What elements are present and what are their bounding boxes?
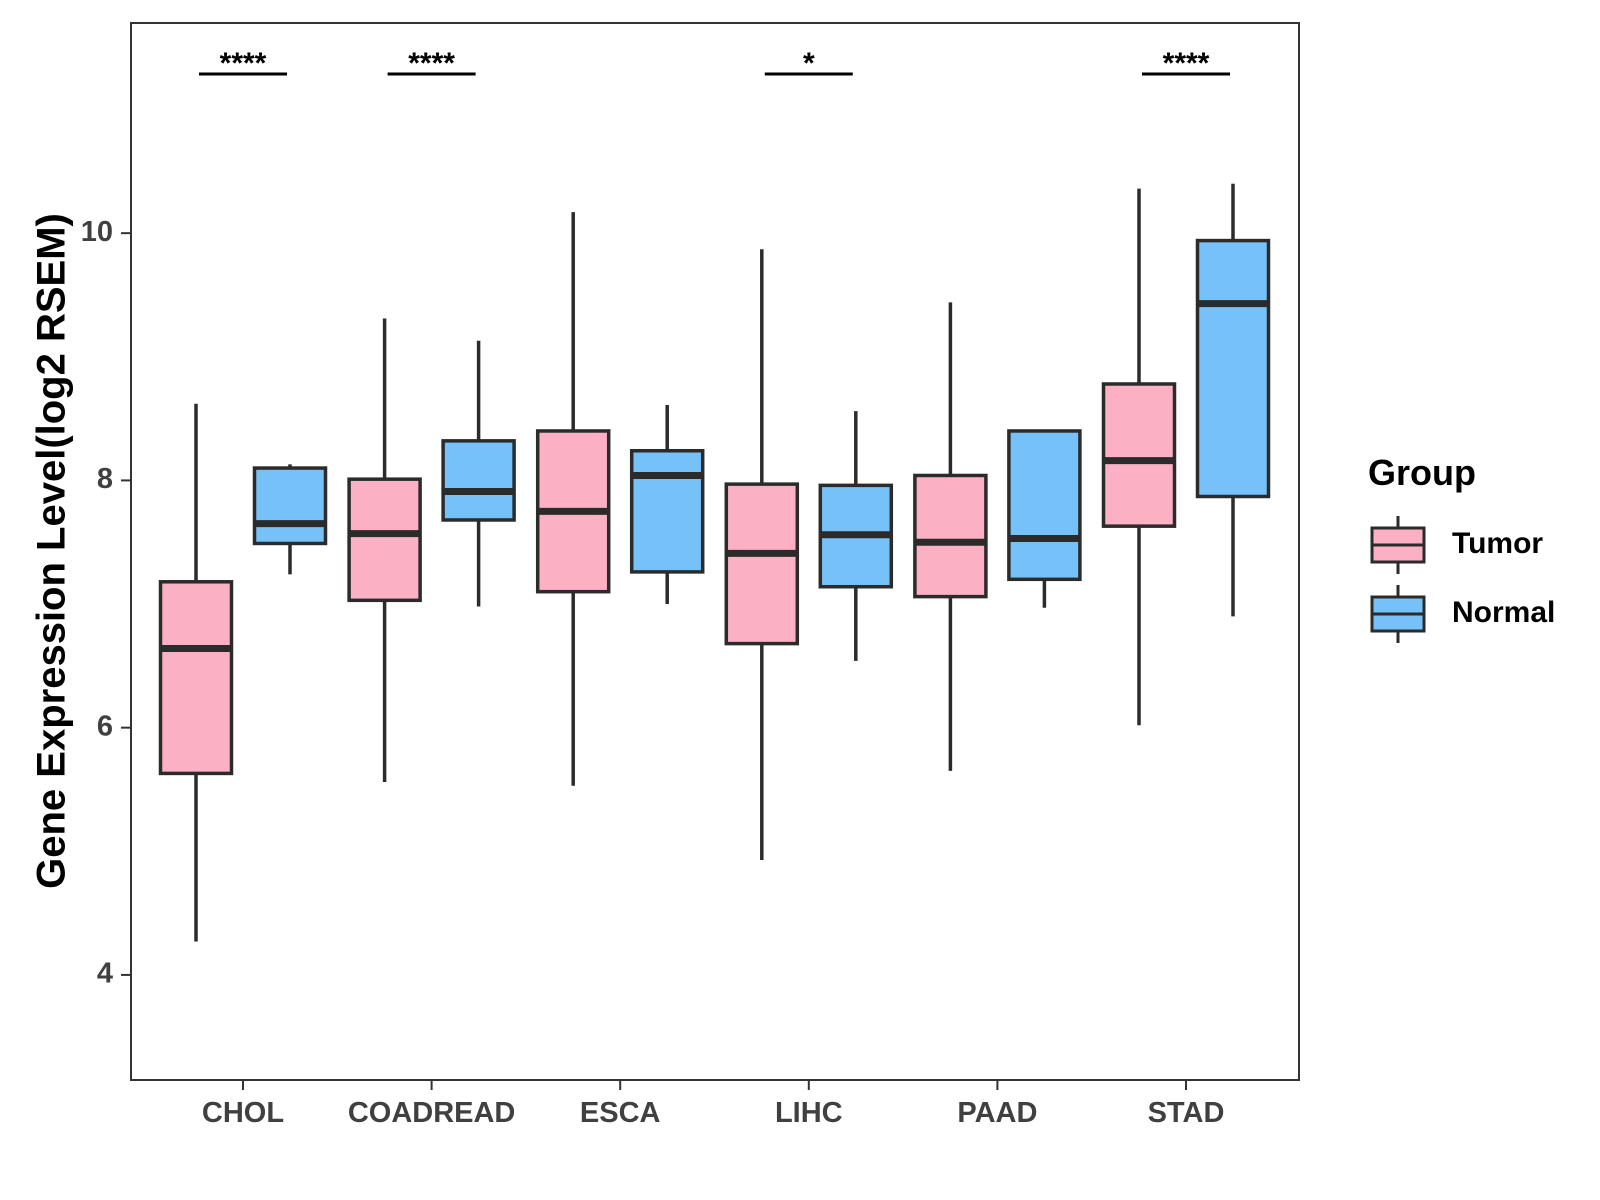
box-body (347, 477, 422, 603)
legend-label-tumor: Tumor (1452, 527, 1543, 560)
box-tumor-paad (913, 302, 988, 771)
significance-chol: **** (199, 47, 287, 80)
box-body (724, 482, 800, 646)
box-tumor-lihc (724, 249, 800, 860)
box-normal-coadread (441, 340, 516, 607)
significance-lihc: * (764, 47, 853, 80)
box-body (252, 466, 328, 546)
significance-label: **** (408, 47, 455, 80)
x-tick-label-esca: ESCA (580, 1097, 661, 1129)
box-body (913, 473, 988, 599)
box-tumor-coadread (347, 318, 422, 783)
box-body (1195, 238, 1271, 499)
legend-key-normal: Normal (1370, 585, 1555, 643)
legend-label-normal: Normal (1452, 596, 1555, 629)
box-body (1007, 429, 1082, 582)
x-tick-label-paad: PAAD (957, 1097, 1037, 1129)
significance-label: **** (220, 47, 267, 80)
box-body (629, 448, 705, 574)
box-normal-chol (252, 464, 328, 575)
y-tick-label: 8 (97, 463, 113, 495)
box-normal-stad (1195, 183, 1271, 617)
box-normal-lihc (818, 411, 894, 661)
y-axis: 4 6 8 10 (81, 216, 131, 990)
significance-coadread: **** (387, 47, 476, 80)
box-tumor-chol (158, 403, 234, 942)
significance-label: **** (1163, 47, 1210, 80)
x-tick-label-stad: STAD (1148, 1097, 1225, 1129)
box-normal-paad (1007, 429, 1082, 608)
significance-label: * (803, 47, 815, 80)
box-normal-esca (629, 405, 705, 605)
legend-key-tumor: Tumor (1370, 516, 1543, 574)
box-body (1101, 382, 1177, 528)
x-axis: CHOL COADREAD ESCA LIHC PAAD STAD (202, 1080, 1224, 1129)
significance-stad: **** (1142, 47, 1230, 80)
box-tumor-stad (1101, 188, 1177, 726)
box-body (441, 439, 516, 522)
x-tick-label-coadread: COADREAD (348, 1097, 516, 1129)
y-tick-label: 6 (97, 710, 113, 742)
y-axis-title: Gene Expression Level(log2 RSEM) (30, 213, 74, 889)
legend-title: Group (1368, 452, 1476, 493)
box-body (158, 580, 234, 776)
boxes-layer (158, 183, 1271, 942)
box-tumor-esca (535, 212, 611, 786)
y-tick-label: 10 (81, 216, 113, 248)
legend: Group Tumor Normal (1368, 452, 1555, 643)
plot-panel (130, 22, 1300, 1081)
x-tick-label-lihc: LIHC (775, 1097, 843, 1129)
y-tick-label: 4 (97, 958, 113, 990)
significance-layer: **** **** * **** (199, 47, 1230, 80)
x-tick-label-chol: CHOL (202, 1097, 284, 1129)
